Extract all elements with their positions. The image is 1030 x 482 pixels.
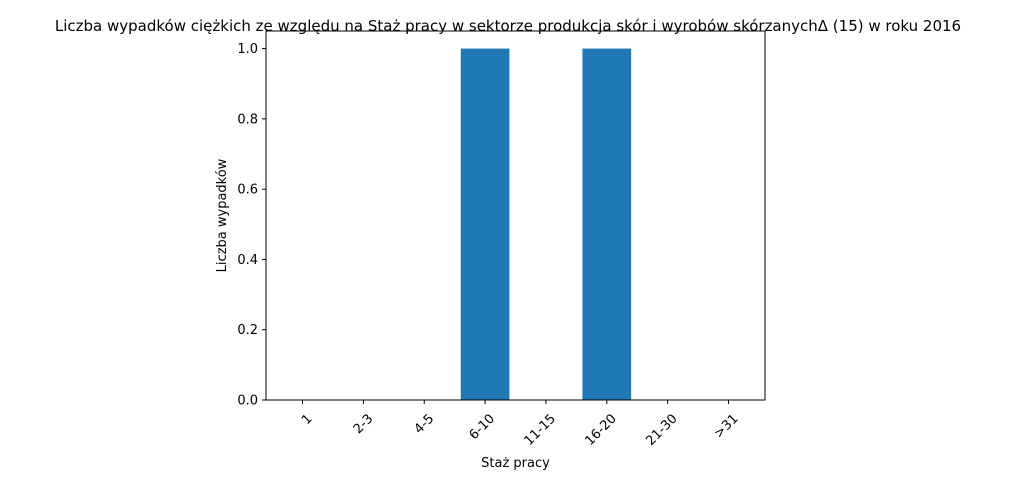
bar-5: [582, 48, 632, 400]
plot-frame: [265, 30, 766, 401]
y-tick-label-3: 0.6: [237, 183, 258, 198]
bar-3: [460, 48, 510, 400]
plot-area: 0.0 0.2 0.4 0.6 0.8 1.0 1 2-3 4-5 6-10 11-15 16-20 2…: [237, 30, 766, 449]
y-axis-label: Liczba wypadków: [215, 158, 230, 272]
y-tick-label-0: 0.0: [237, 394, 258, 409]
y-tick-label-5: 1.0: [237, 42, 258, 57]
x-tick-label-4: 11-15: [522, 411, 559, 448]
x-tick-label-3: 6-10: [467, 411, 498, 442]
chart-title: Liczba wypadków ciężkich ze względu na S…: [55, 17, 961, 35]
y-tick-label-4: 0.8: [237, 112, 258, 127]
x-tick-label-1: 2-3: [351, 411, 377, 437]
x-axis-label: Staż pracy: [481, 456, 550, 471]
x-tick-label-5: 16-20: [583, 411, 620, 448]
x-tick-label-6: 21-30: [643, 411, 680, 448]
y-tick-label-2: 0.4: [237, 253, 258, 268]
y-tick-label-1: 0.2: [237, 323, 258, 338]
x-tick-label-2: 4-5: [412, 411, 438, 437]
x-tick-label-0: 1: [299, 411, 315, 427]
x-tick-label-7: >31: [712, 411, 742, 441]
